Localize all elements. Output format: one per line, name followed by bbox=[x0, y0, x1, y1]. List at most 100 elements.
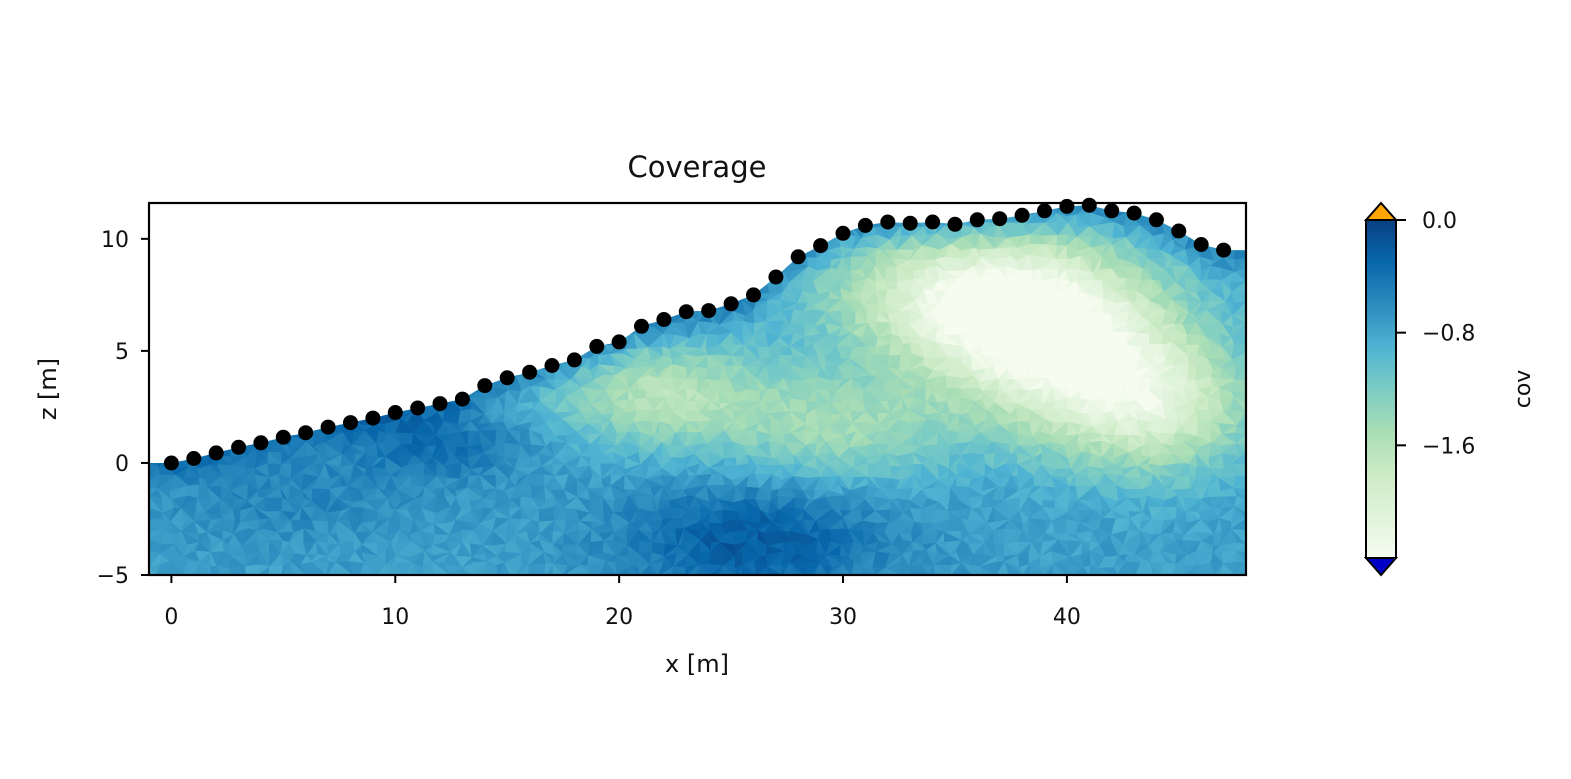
y-tick-label: 5 bbox=[115, 340, 129, 365]
x-tick-label: 40 bbox=[1053, 605, 1081, 630]
x-axis-ticks: 0 10 20 30 40 bbox=[164, 575, 1081, 630]
mesh-cell bbox=[936, 205, 947, 217]
mesh-cell bbox=[193, 442, 212, 453]
x-tick-label: 20 bbox=[605, 605, 633, 630]
colorbar-tick-label: −0.8 bbox=[1422, 322, 1475, 347]
mesh-cell bbox=[612, 324, 629, 335]
mesh-cell bbox=[982, 205, 996, 217]
x-tick-label: 10 bbox=[381, 605, 409, 630]
y-tick-label: 10 bbox=[101, 228, 129, 253]
electrode-marker bbox=[365, 410, 381, 426]
electrode-marker bbox=[1081, 197, 1097, 213]
mesh-cell bbox=[424, 389, 437, 399]
mesh-cell bbox=[1162, 205, 1175, 218]
electrode-marker bbox=[768, 269, 784, 285]
electrode-marker bbox=[1059, 198, 1075, 214]
mesh-cell bbox=[694, 292, 710, 303]
electrode-marker bbox=[1126, 205, 1142, 221]
electrode-marker bbox=[902, 215, 918, 231]
mesh-cell bbox=[461, 375, 475, 393]
mesh-cell bbox=[265, 424, 285, 431]
mesh-cell bbox=[302, 412, 320, 426]
mesh-cell bbox=[407, 391, 426, 398]
mesh-cell bbox=[413, 391, 427, 399]
electrode-marker bbox=[1193, 237, 1209, 252]
mesh-cell bbox=[216, 431, 232, 447]
colorbar-under-extension bbox=[1363, 557, 1399, 577]
mesh-cell bbox=[186, 440, 198, 453]
mesh-cell bbox=[986, 205, 996, 216]
electrode-marker bbox=[477, 378, 493, 394]
y-tick-label: 0 bbox=[115, 452, 129, 477]
mesh-cell bbox=[1148, 205, 1164, 215]
mesh-cell bbox=[994, 205, 1010, 213]
mesh-cell bbox=[1138, 205, 1155, 214]
electrode-marker bbox=[1171, 223, 1187, 239]
electrode-marker bbox=[857, 217, 873, 233]
mesh-cell bbox=[1208, 233, 1221, 246]
chart-title: Coverage bbox=[628, 150, 767, 184]
mesh-cell bbox=[604, 321, 615, 337]
colorbar-tick-label: 0.0 bbox=[1422, 209, 1457, 234]
electrode-marker bbox=[969, 212, 985, 228]
electrode-marker bbox=[589, 338, 605, 354]
mesh-cell bbox=[908, 205, 926, 217]
mesh-cell bbox=[1188, 222, 1203, 238]
mesh-cell bbox=[1161, 216, 1175, 223]
electrode-marker bbox=[544, 358, 560, 373]
electrode-marker bbox=[499, 370, 515, 386]
mesh-cell bbox=[840, 210, 851, 226]
electrode-marker bbox=[432, 396, 448, 412]
electrode-marker bbox=[1014, 207, 1030, 223]
mesh-cell bbox=[577, 334, 590, 347]
electrode-marker bbox=[1148, 212, 1164, 228]
mesh-cell bbox=[372, 400, 392, 409]
electrode-marker bbox=[813, 238, 829, 254]
electrode-marker bbox=[992, 211, 1008, 227]
mesh-cell bbox=[219, 431, 233, 448]
electrode-marker bbox=[611, 334, 627, 350]
mesh-cell bbox=[898, 205, 910, 216]
colorbar-body bbox=[1365, 219, 1397, 559]
mesh-cell bbox=[886, 205, 901, 215]
electrode-marker bbox=[275, 429, 291, 445]
mesh-cell bbox=[1234, 236, 1246, 251]
electrode-marker bbox=[253, 435, 269, 451]
colorbar-tick-label: −1.6 bbox=[1422, 434, 1475, 459]
electrode-marker bbox=[634, 318, 649, 334]
mesh-cell bbox=[424, 389, 437, 399]
electrode-marker bbox=[678, 304, 694, 320]
colorbar-over-extension bbox=[1363, 201, 1399, 221]
mesh-cell bbox=[372, 400, 392, 409]
mesh-cell bbox=[730, 281, 749, 294]
mesh-cell bbox=[542, 346, 558, 359]
electrode-marker bbox=[298, 425, 314, 441]
electrode-marker bbox=[947, 216, 963, 232]
electrode-marker bbox=[387, 405, 403, 420]
y-tick-label: −5 bbox=[97, 564, 129, 589]
mesh-cell bbox=[364, 400, 377, 413]
electrode-marker bbox=[880, 214, 896, 230]
electrode-marker bbox=[746, 287, 761, 303]
x-tick-label: 30 bbox=[829, 605, 857, 630]
mesh-cell bbox=[243, 429, 255, 447]
electrode-marker bbox=[522, 364, 538, 380]
x-tick-label: 0 bbox=[164, 605, 178, 630]
mesh-cell bbox=[626, 324, 635, 335]
mesh-cell bbox=[515, 354, 530, 368]
colorbar-label: cov bbox=[1511, 370, 1536, 409]
y-axis-label: z [m] bbox=[34, 358, 62, 420]
mesh-cell bbox=[351, 402, 367, 414]
electrode-marker bbox=[1037, 203, 1052, 219]
mesh-cell bbox=[1188, 223, 1196, 238]
mesh-cell bbox=[922, 205, 938, 217]
electrode-marker bbox=[656, 312, 672, 327]
colorbar-ticks: 0.0 −0.8 −1.6 bbox=[1396, 209, 1475, 459]
electrode-marker bbox=[835, 225, 851, 241]
electrode-marker bbox=[925, 214, 941, 230]
mesh-cell bbox=[957, 205, 975, 216]
electrode-marker bbox=[454, 391, 470, 407]
electrode-marker bbox=[410, 400, 426, 416]
electrode-marker bbox=[723, 296, 739, 312]
